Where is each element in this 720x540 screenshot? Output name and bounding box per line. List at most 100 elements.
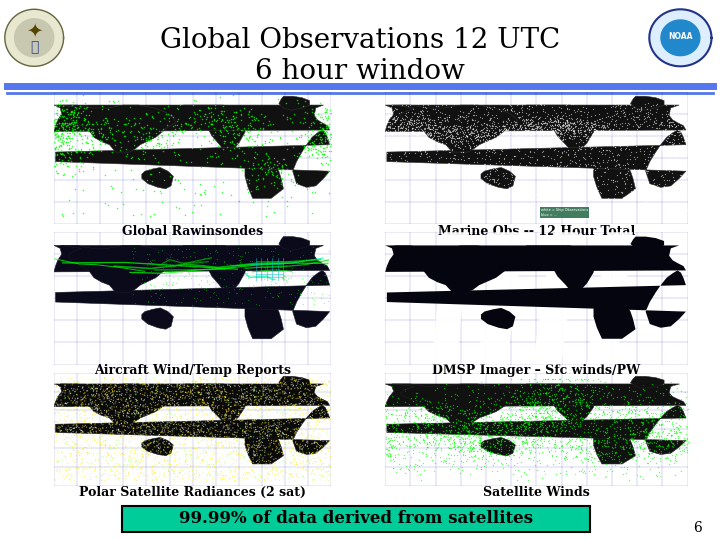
Point [597, 449, 608, 458]
Point [264, 422, 275, 431]
Point [534, 401, 546, 410]
Point [79, 439, 91, 448]
Point [427, 437, 438, 445]
Point [158, 176, 169, 184]
Point [674, 171, 685, 179]
Point [215, 439, 227, 448]
Point [166, 111, 177, 120]
Point [508, 392, 519, 400]
Point [200, 400, 212, 408]
Point [197, 447, 209, 456]
Point [78, 386, 89, 394]
Point [424, 140, 436, 149]
Point [576, 416, 588, 424]
Point [170, 471, 181, 480]
Point [296, 428, 307, 436]
Point [303, 451, 315, 460]
Polygon shape [587, 232, 633, 364]
Point [527, 398, 539, 407]
Point [598, 99, 609, 107]
Point [577, 414, 588, 422]
Point [511, 110, 523, 118]
Point [527, 403, 539, 412]
Point [435, 140, 446, 149]
Point [56, 129, 68, 138]
Point [602, 414, 613, 423]
Point [278, 402, 289, 410]
Point [71, 422, 83, 430]
Point [418, 181, 429, 190]
Point [209, 394, 220, 403]
Point [390, 157, 402, 166]
Point [431, 194, 442, 202]
Point [216, 451, 228, 460]
Point [560, 453, 572, 461]
Point [244, 376, 256, 385]
Point [119, 377, 130, 386]
Point [532, 139, 544, 147]
Point [561, 121, 572, 130]
Point [66, 396, 77, 405]
Point [278, 433, 289, 442]
Point [480, 188, 492, 197]
Point [548, 398, 559, 407]
Point [456, 443, 468, 452]
Point [227, 129, 238, 138]
Point [252, 170, 264, 179]
Point [630, 185, 642, 193]
Point [74, 102, 86, 110]
Text: 99.99% of data derived from satellites: 99.99% of data derived from satellites [179, 510, 534, 528]
Point [434, 429, 446, 438]
Point [545, 123, 557, 132]
Point [232, 120, 243, 129]
Point [65, 389, 76, 398]
Point [157, 470, 168, 479]
Point [125, 432, 137, 441]
Point [302, 397, 313, 406]
Point [180, 408, 192, 416]
Point [603, 146, 615, 154]
Point [483, 136, 495, 144]
Point [445, 197, 456, 206]
Point [549, 119, 561, 128]
Point [472, 430, 484, 439]
Point [230, 434, 241, 442]
Point [132, 396, 143, 405]
Point [118, 132, 130, 140]
Point [76, 469, 88, 477]
Point [298, 144, 310, 152]
Point [59, 475, 71, 483]
Point [50, 430, 62, 439]
Point [195, 426, 207, 435]
Point [175, 388, 186, 397]
Point [523, 423, 535, 431]
Point [155, 289, 166, 298]
Point [140, 447, 151, 455]
Point [258, 427, 269, 436]
Point [72, 448, 84, 457]
Point [660, 454, 671, 463]
Point [231, 476, 243, 485]
Point [531, 186, 542, 194]
Point [534, 393, 545, 402]
Point [534, 442, 546, 451]
Point [223, 122, 235, 131]
Point [135, 455, 147, 463]
Point [68, 98, 79, 107]
Point [619, 193, 631, 202]
Point [546, 418, 558, 427]
Point [262, 428, 274, 436]
Point [192, 454, 203, 462]
Point [596, 436, 608, 445]
Point [243, 179, 255, 188]
Point [561, 208, 572, 217]
Point [476, 99, 487, 107]
Point [489, 164, 500, 172]
Point [483, 176, 495, 185]
Point [543, 384, 554, 393]
Point [119, 119, 130, 128]
Point [61, 472, 73, 481]
Point [228, 458, 240, 467]
Point [647, 100, 659, 109]
Point [248, 437, 259, 446]
